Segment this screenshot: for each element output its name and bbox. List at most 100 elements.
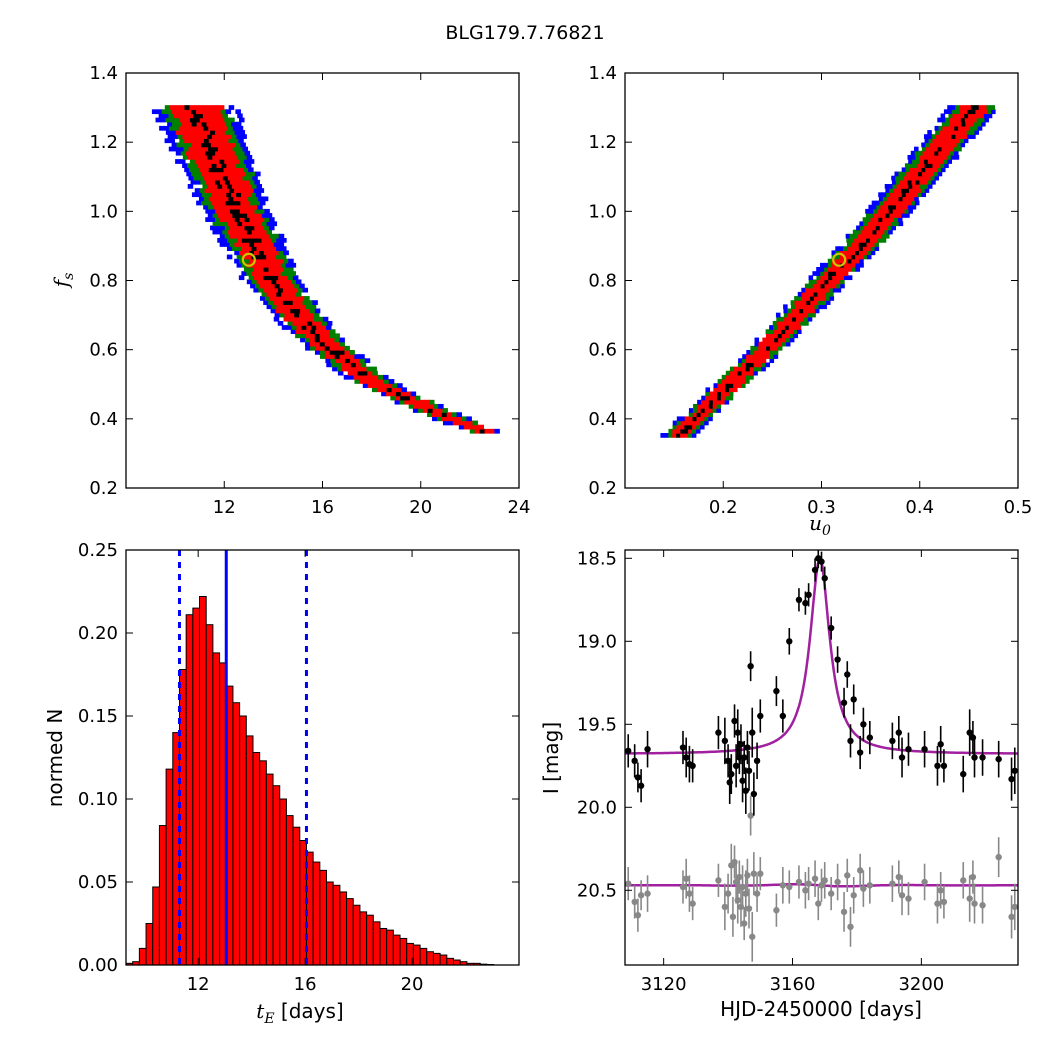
- heatmap-cell: [859, 258, 864, 264]
- comparison-point: [860, 885, 867, 892]
- heatmap-cell: [222, 125, 229, 131]
- comparison-point: [889, 880, 896, 887]
- heatmap-cell: [793, 333, 799, 339]
- histogram-bar: [158, 825, 167, 966]
- heatmap-cell: [753, 370, 758, 376]
- heatmap-cell: [775, 312, 781, 318]
- heatmap-cell: [923, 134, 929, 139]
- data-point: [895, 729, 903, 736]
- heatmap-cell: [202, 113, 209, 119]
- heatmap-cell: [212, 175, 219, 181]
- heatmap-cell: [319, 333, 326, 339]
- heatmap-cell: [170, 130, 177, 135]
- heatmap-cell: [345, 362, 352, 368]
- heatmap-cell: [357, 370, 364, 376]
- heatmap-cell: [295, 279, 302, 285]
- heatmap-cell: [882, 196, 888, 202]
- heatmap-cell: [213, 105, 220, 110]
- heatmap-cell: [345, 358, 351, 364]
- heatmap-cell: [184, 105, 190, 110]
- y-axis-label: normed N: [43, 709, 67, 808]
- heatmap-cell: [324, 337, 331, 343]
- heatmap-cell: [945, 121, 951, 127]
- heatmap-cell: [205, 130, 211, 135]
- comparison-point: [966, 895, 973, 902]
- heatmap-cell: [882, 217, 887, 222]
- heatmap-cell: [413, 403, 420, 409]
- heatmap-cell: [368, 374, 374, 380]
- heatmap-cell: [857, 233, 862, 239]
- heatmap-cell: [374, 379, 380, 384]
- heatmap-cell: [293, 316, 299, 322]
- y-tick-label: 0.6: [89, 340, 118, 361]
- heatmap-cell: [250, 200, 256, 206]
- heatmap-cell: [309, 337, 316, 343]
- heatmap-cell: [263, 300, 269, 305]
- histogram-bar: [379, 927, 388, 966]
- heatmap-cell: [897, 217, 903, 222]
- heatmap-cell: [334, 350, 341, 355]
- heatmap-cell: [728, 391, 734, 397]
- heatmap-cell: [688, 412, 694, 418]
- heatmap-cell: [278, 233, 285, 239]
- heatmap-cell: [808, 283, 814, 289]
- data-point: [840, 699, 848, 706]
- heatmap-cell: [877, 213, 883, 218]
- heatmap-cell: [812, 271, 817, 276]
- heatmap-cell: [356, 366, 363, 372]
- heatmap-cell: [390, 395, 396, 401]
- heatmap-cell: [912, 184, 917, 189]
- data-point: [937, 741, 944, 748]
- heatmap-cell: [964, 117, 970, 123]
- heatmap-cell: [386, 391, 392, 397]
- data-point: [728, 770, 735, 778]
- heatmap-cell: [929, 146, 935, 152]
- comparison-point: [850, 892, 857, 899]
- heatmap-cell: [858, 242, 864, 247]
- heatmap-cell: [965, 121, 970, 127]
- heatmap-cell: [284, 296, 291, 301]
- heatmap-cell: [878, 196, 884, 202]
- heatmap-cell: [194, 159, 201, 164]
- heatmap-cell: [696, 420, 701, 426]
- histogram-bar: [165, 768, 174, 966]
- heatmap-cell: [882, 221, 888, 227]
- comparison-point: [995, 853, 1002, 861]
- heatmap-cell: [914, 200, 920, 206]
- heatmap-cell: [207, 113, 214, 119]
- heatmap-cell: [796, 325, 802, 330]
- heatmap-cell: [884, 233, 890, 239]
- heatmap-cell: [241, 271, 247, 276]
- heatmap-cell: [204, 159, 211, 164]
- heatmap-cell: [672, 428, 677, 434]
- heatmap-cell: [226, 163, 232, 169]
- heatmap-cell: [286, 325, 293, 330]
- heatmap-cell: [753, 354, 759, 359]
- heatmap-cell: [745, 358, 751, 364]
- heatmap-cell: [171, 142, 178, 148]
- heatmap-cell: [859, 221, 864, 227]
- heatmap-cell: [975, 109, 980, 115]
- heatmap-cell: [178, 125, 185, 131]
- heatmap-cell: [914, 175, 920, 181]
- heatmap-cell: [943, 134, 949, 139]
- heatmap-cell: [295, 291, 302, 297]
- heatmap-cell: [899, 175, 904, 181]
- data-point: [715, 729, 722, 736]
- heatmap-cell: [794, 304, 800, 310]
- heatmap-cell: [720, 395, 726, 401]
- heatmap-cell: [222, 237, 228, 243]
- heatmap-cell: [910, 175, 916, 181]
- heatmap-cell: [832, 275, 837, 281]
- heatmap-cell: [423, 403, 429, 409]
- heatmap-cell: [194, 117, 201, 123]
- heatmap-cell: [963, 138, 969, 144]
- heatmap-cell: [266, 229, 273, 235]
- y-tick-label: 0.4: [588, 409, 617, 430]
- heatmap-cell: [289, 312, 295, 318]
- heatmap-cell: [208, 204, 214, 210]
- heatmap-cell: [245, 192, 252, 198]
- heatmap-cell: [354, 379, 360, 384]
- heatmap-cell: [159, 125, 165, 131]
- comparison-point: [818, 882, 825, 889]
